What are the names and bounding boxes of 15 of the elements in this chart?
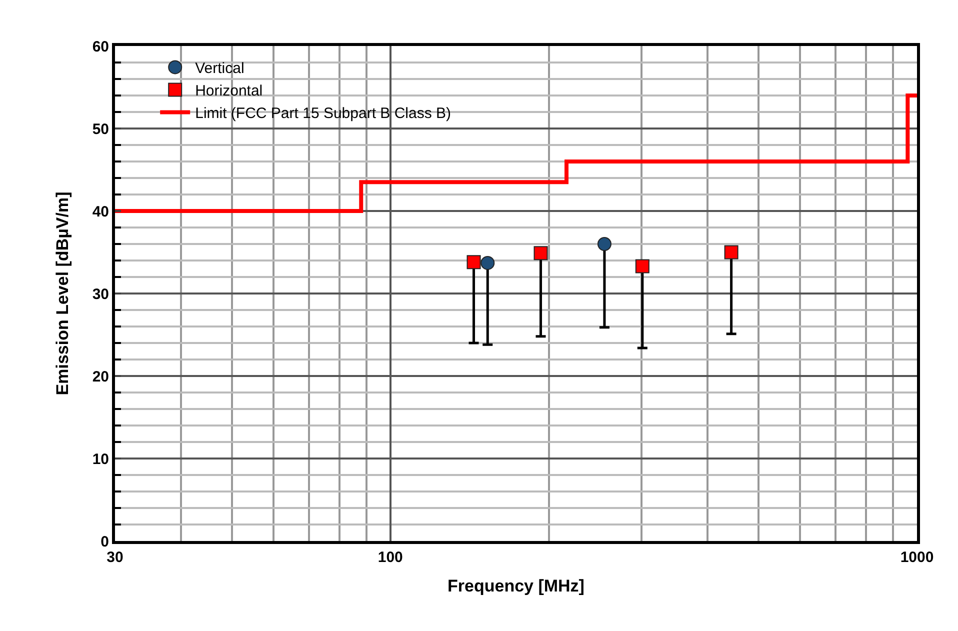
legend-label: Horizontal bbox=[195, 82, 263, 100]
y-tick-label: 20 bbox=[92, 368, 109, 386]
y-tick-label: 50 bbox=[92, 120, 109, 138]
y-tick-label: 10 bbox=[92, 450, 109, 468]
x-tick-label: 100 bbox=[378, 549, 403, 566]
legend-label: Limit (FCC Part 15 Subpart B Class B) bbox=[195, 105, 452, 122]
legend-label: Vertical bbox=[195, 60, 244, 78]
y-tick-label: 40 bbox=[92, 203, 109, 220]
y-tick-label: 30 bbox=[92, 286, 109, 303]
y-tick-label: 60 bbox=[92, 38, 109, 56]
x-axis-title: Frequency [MHz] bbox=[448, 576, 584, 596]
y-axis-title: Emission Level [dBµV/m] bbox=[52, 192, 72, 396]
x-tick-label: 1000 bbox=[900, 549, 934, 566]
x-tick-label: 30 bbox=[106, 549, 124, 566]
y-tick-label: 0 bbox=[100, 533, 109, 550]
